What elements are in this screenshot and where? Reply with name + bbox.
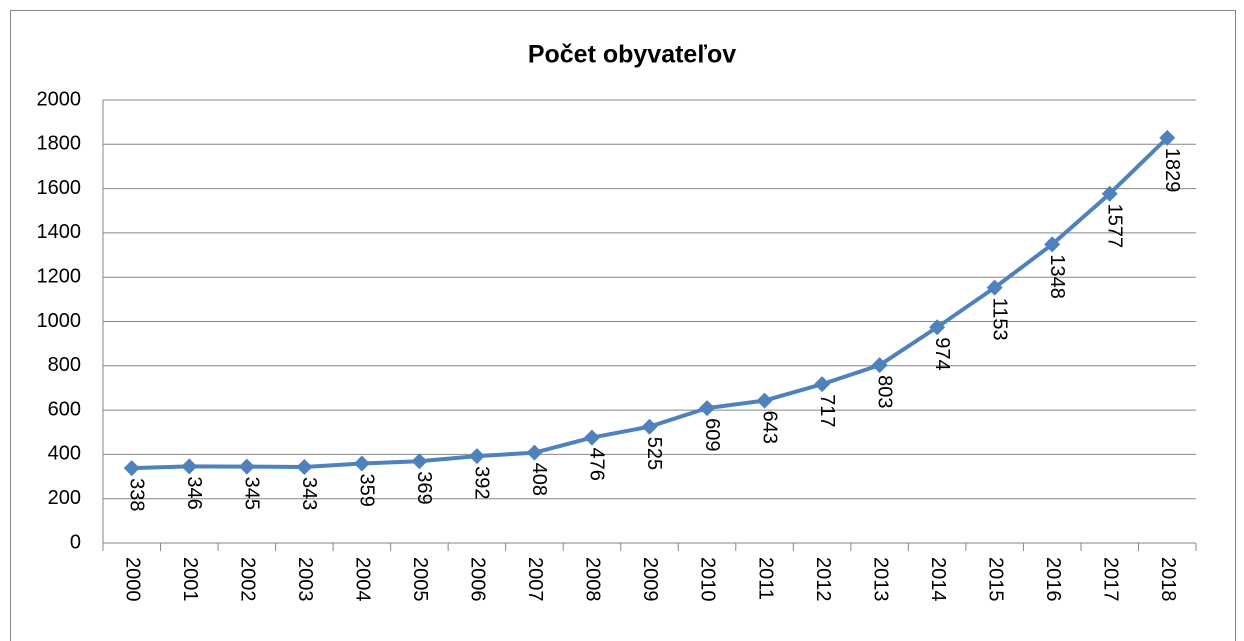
x-tick-label: 2000: [121, 557, 143, 602]
data-label: 1348: [1046, 254, 1068, 299]
x-tick-label: 2007: [524, 557, 546, 602]
data-label: 803: [873, 375, 895, 408]
data-label: 717: [816, 394, 838, 427]
x-tick-label: 2004: [352, 557, 374, 602]
data-label: 338: [125, 478, 147, 511]
marker: [353, 455, 370, 472]
marker: [411, 453, 428, 470]
x-tick-label: 2016: [1042, 557, 1064, 602]
y-tick-label: 1200: [37, 265, 82, 287]
marker: [1044, 236, 1061, 253]
marker: [641, 418, 658, 435]
data-label: 392: [471, 466, 493, 499]
data-label: 359: [356, 473, 378, 506]
marker: [871, 357, 888, 374]
y-tick-label: 800: [48, 354, 81, 376]
x-tick-label: 2008: [582, 557, 604, 602]
x-tick-label: 2002: [237, 557, 259, 602]
y-tick-label: 1000: [37, 310, 82, 332]
x-tick-label: 2009: [639, 557, 661, 602]
marker: [1159, 129, 1176, 146]
data-label: 1577: [1103, 204, 1125, 249]
marker: [756, 392, 773, 409]
chart-title: Počet obyvateľov: [528, 41, 736, 69]
x-tick-label: 2013: [869, 557, 891, 602]
data-label: 476: [586, 448, 608, 481]
x-tick-label: 2001: [179, 557, 201, 602]
y-tick-label: 1800: [37, 133, 82, 155]
marker: [238, 458, 255, 475]
marker: [929, 319, 946, 336]
y-tick-label: 1400: [37, 221, 82, 243]
data-label: 369: [413, 471, 435, 504]
data-label: 643: [758, 411, 780, 444]
data-label: 343: [298, 477, 320, 510]
marker: [814, 376, 831, 393]
marker: [296, 459, 313, 476]
data-label: 345: [241, 477, 263, 510]
y-tick-label: 0: [70, 531, 81, 553]
data-label: 1829: [1161, 148, 1183, 193]
x-tick-label: 2017: [1099, 557, 1121, 602]
marker: [986, 279, 1003, 296]
series-line: [131, 136, 1169, 471]
chart-frame: [10, 10, 1236, 641]
x-tick-label: 2003: [294, 557, 316, 602]
marker: [1101, 185, 1118, 202]
y-tick-label: 600: [48, 398, 81, 420]
data-label: 609: [701, 418, 723, 451]
marker: [123, 460, 140, 477]
marker: [181, 458, 198, 475]
x-tick-label: 2010: [697, 557, 719, 602]
marker: [699, 400, 716, 417]
marker: [526, 444, 543, 461]
x-tick-label: 2014: [927, 557, 949, 602]
x-tick-label: 2012: [812, 557, 834, 602]
x-tick-label: 2011: [754, 557, 776, 600]
x-tick-label: 2005: [409, 557, 431, 602]
x-tick-label: 2018: [1157, 557, 1179, 602]
data-label: 408: [528, 463, 550, 496]
data-label: 974: [931, 337, 953, 370]
x-tick-label: 2015: [984, 557, 1006, 602]
data-label: 525: [643, 437, 665, 470]
y-tick-label: 2000: [37, 88, 82, 110]
marker: [468, 448, 485, 465]
y-tick-label: 200: [48, 487, 81, 509]
y-tick-label: 400: [48, 443, 81, 465]
x-tick-label: 2006: [467, 557, 489, 602]
data-label: 346: [183, 476, 205, 509]
data-label: 1153: [988, 298, 1010, 341]
y-tick-label: 1600: [37, 177, 82, 199]
marker: [583, 429, 600, 446]
